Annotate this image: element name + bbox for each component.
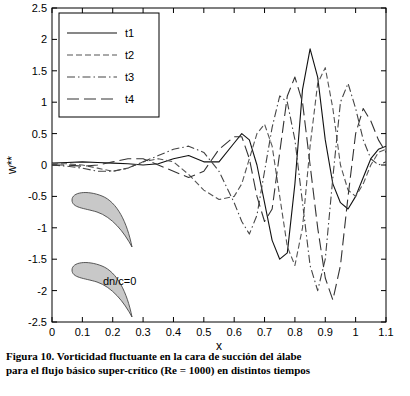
x-tick bbox=[173, 8, 174, 13]
plot-frame bbox=[52, 8, 386, 322]
x-tick-label: 0.3 bbox=[135, 326, 150, 338]
legend-box bbox=[59, 13, 159, 117]
legend-swatch bbox=[67, 32, 117, 33]
y-tick bbox=[381, 259, 386, 260]
y-tick bbox=[52, 259, 57, 260]
legend-label: t4 bbox=[125, 93, 134, 105]
x-tick bbox=[173, 317, 174, 322]
blade-inset bbox=[72, 263, 132, 317]
y-tick bbox=[381, 39, 386, 40]
x-tick-label: 0.1 bbox=[75, 326, 90, 338]
x-tick-label: 0.8 bbox=[287, 326, 302, 338]
legend-label: t2 bbox=[125, 49, 134, 61]
y-tick-label: 2 bbox=[41, 33, 47, 45]
y-tick bbox=[52, 70, 57, 71]
x-tick bbox=[294, 317, 295, 322]
y-tick bbox=[52, 196, 57, 197]
x-tick-label: 0 bbox=[49, 326, 55, 338]
y-tick-label: -0.5 bbox=[28, 190, 47, 202]
y-tick bbox=[381, 102, 386, 103]
y-tick-label: -1 bbox=[37, 222, 47, 234]
y-tick bbox=[381, 8, 386, 9]
x-tick bbox=[264, 8, 265, 13]
y-tick bbox=[381, 133, 386, 134]
y-tick-label: 1.5 bbox=[32, 65, 47, 77]
y-tick bbox=[52, 322, 57, 323]
x-tick bbox=[355, 317, 356, 322]
x-tick-label: 0.6 bbox=[227, 326, 242, 338]
y-tick bbox=[52, 133, 57, 134]
legend-label: t1 bbox=[125, 27, 134, 39]
legend-label: t3 bbox=[125, 71, 134, 83]
x-tick bbox=[325, 8, 326, 13]
x-tick bbox=[234, 317, 235, 322]
x-tick bbox=[52, 317, 53, 322]
x-tick bbox=[264, 317, 265, 322]
y-axis-label: w** bbox=[5, 156, 19, 175]
x-tick-label: 0.4 bbox=[166, 326, 181, 338]
x-tick-label: 0.5 bbox=[196, 326, 211, 338]
x-tick-label: 1 bbox=[353, 326, 359, 338]
y-tick-label: 1 bbox=[41, 96, 47, 108]
y-tick-label: 0 bbox=[41, 159, 47, 171]
blade-inset bbox=[72, 193, 132, 247]
y-tick bbox=[52, 227, 57, 228]
chart: 0 0.1 0.2 0.3 0.4 0.5 0.6 0.7 0.8 0.9 1 1.1 -2.5 -2 -1… bbox=[0, 0, 410, 396]
y-tick-label: -1.5 bbox=[28, 253, 47, 265]
x-tick bbox=[203, 317, 204, 322]
x-tick bbox=[82, 8, 83, 13]
x-tick bbox=[52, 8, 53, 13]
x-tick bbox=[355, 8, 356, 13]
annotation: dn/c=0 bbox=[103, 275, 136, 287]
x-tick bbox=[143, 317, 144, 322]
y-tick-label: 0.5 bbox=[32, 128, 47, 140]
y-tick bbox=[381, 227, 386, 228]
legend-swatch bbox=[67, 54, 117, 55]
y-tick-label: 2.5 bbox=[32, 2, 47, 14]
legend-swatch bbox=[67, 98, 117, 99]
x-tick bbox=[234, 8, 235, 13]
y-tick-label: -2.5 bbox=[28, 316, 47, 328]
caption: para el flujo básico super-crítico (Re =… bbox=[6, 364, 311, 377]
y-tick bbox=[52, 290, 57, 291]
x-tick bbox=[203, 8, 204, 13]
y-tick bbox=[381, 196, 386, 197]
x-tick-label: 1.1 bbox=[378, 326, 393, 338]
x-tick bbox=[143, 8, 144, 13]
x-tick-label: 0.2 bbox=[105, 326, 120, 338]
legend-swatch bbox=[67, 76, 117, 77]
x-tick-label: 0.7 bbox=[257, 326, 272, 338]
x-tick bbox=[386, 8, 387, 13]
x-tick bbox=[294, 8, 295, 13]
y-tick bbox=[381, 290, 386, 291]
x-tick bbox=[386, 317, 387, 322]
x-tick bbox=[112, 8, 113, 13]
y-tick bbox=[52, 39, 57, 40]
y-tick-label: -2 bbox=[37, 285, 47, 297]
caption: Figura 10. Vorticidad fluctuante en la c… bbox=[6, 350, 302, 362]
y-tick bbox=[52, 8, 57, 9]
x-tick bbox=[82, 317, 83, 322]
x-tick bbox=[325, 317, 326, 322]
y-tick bbox=[381, 70, 386, 71]
y-tick bbox=[381, 165, 386, 166]
x-tick bbox=[112, 317, 113, 322]
y-tick bbox=[381, 322, 386, 323]
x-tick-label: 0.9 bbox=[318, 326, 333, 338]
y-tick bbox=[52, 102, 57, 103]
